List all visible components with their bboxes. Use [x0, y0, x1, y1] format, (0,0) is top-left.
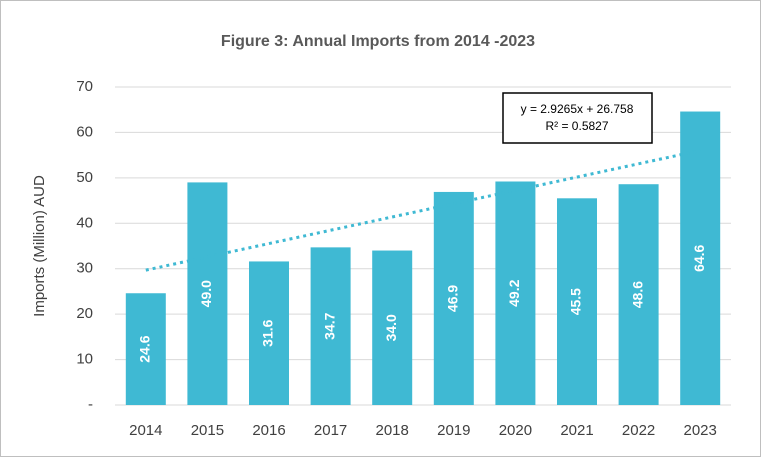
y-tick-label: 70 [76, 78, 93, 95]
data-label: 45.5 [568, 288, 584, 315]
bar [433, 191, 474, 405]
x-tick-label: 2018 [376, 422, 409, 439]
x-tick-label: 2015 [191, 422, 224, 439]
x-tick-label: 2016 [252, 422, 285, 439]
data-label: 34.0 [383, 314, 399, 341]
y-axis-label: Imports (Million) AUD [31, 175, 48, 317]
bar [618, 184, 659, 405]
data-label: 24.6 [137, 335, 153, 362]
y-tick-label: 10 [76, 351, 93, 368]
y-tick-label: 20 [76, 305, 93, 322]
bar [680, 111, 721, 405]
bar [125, 293, 166, 405]
x-tick-label: 2017 [314, 422, 347, 439]
r-squared: R² = 0.5827 [545, 119, 608, 133]
data-label: 48.6 [629, 281, 645, 308]
x-tick-label: 2021 [560, 422, 593, 439]
y-tick-label: 60 [76, 123, 93, 140]
bar [310, 247, 351, 405]
x-tick-label: 2019 [437, 422, 470, 439]
data-label: 31.6 [260, 319, 276, 346]
equation: y = 2.9265x + 26.758 [521, 102, 634, 116]
y-tick-label: 40 [76, 214, 93, 231]
x-tick-label: 2014 [129, 422, 162, 439]
y-tick-label: 30 [76, 260, 93, 277]
data-label: 46.9 [445, 285, 461, 312]
bar [249, 261, 289, 405]
x-tick-label: 2020 [499, 422, 532, 439]
y-tick-label: 50 [76, 169, 93, 186]
data-label: 64.6 [691, 244, 707, 271]
data-label: 34.7 [321, 312, 337, 339]
chart-title: Figure 3: Annual Imports from 2014 -2023 [221, 33, 535, 50]
y-tick-label: - [88, 396, 93, 413]
bar [557, 198, 597, 405]
equation-box [502, 92, 653, 144]
x-tick-label: 2022 [622, 422, 655, 439]
bar [495, 181, 536, 405]
data-label: 49.2 [506, 279, 522, 306]
data-label: 49.0 [198, 280, 214, 307]
bar [187, 182, 228, 405]
bar [372, 250, 413, 405]
x-tick-label: 2023 [684, 422, 717, 439]
